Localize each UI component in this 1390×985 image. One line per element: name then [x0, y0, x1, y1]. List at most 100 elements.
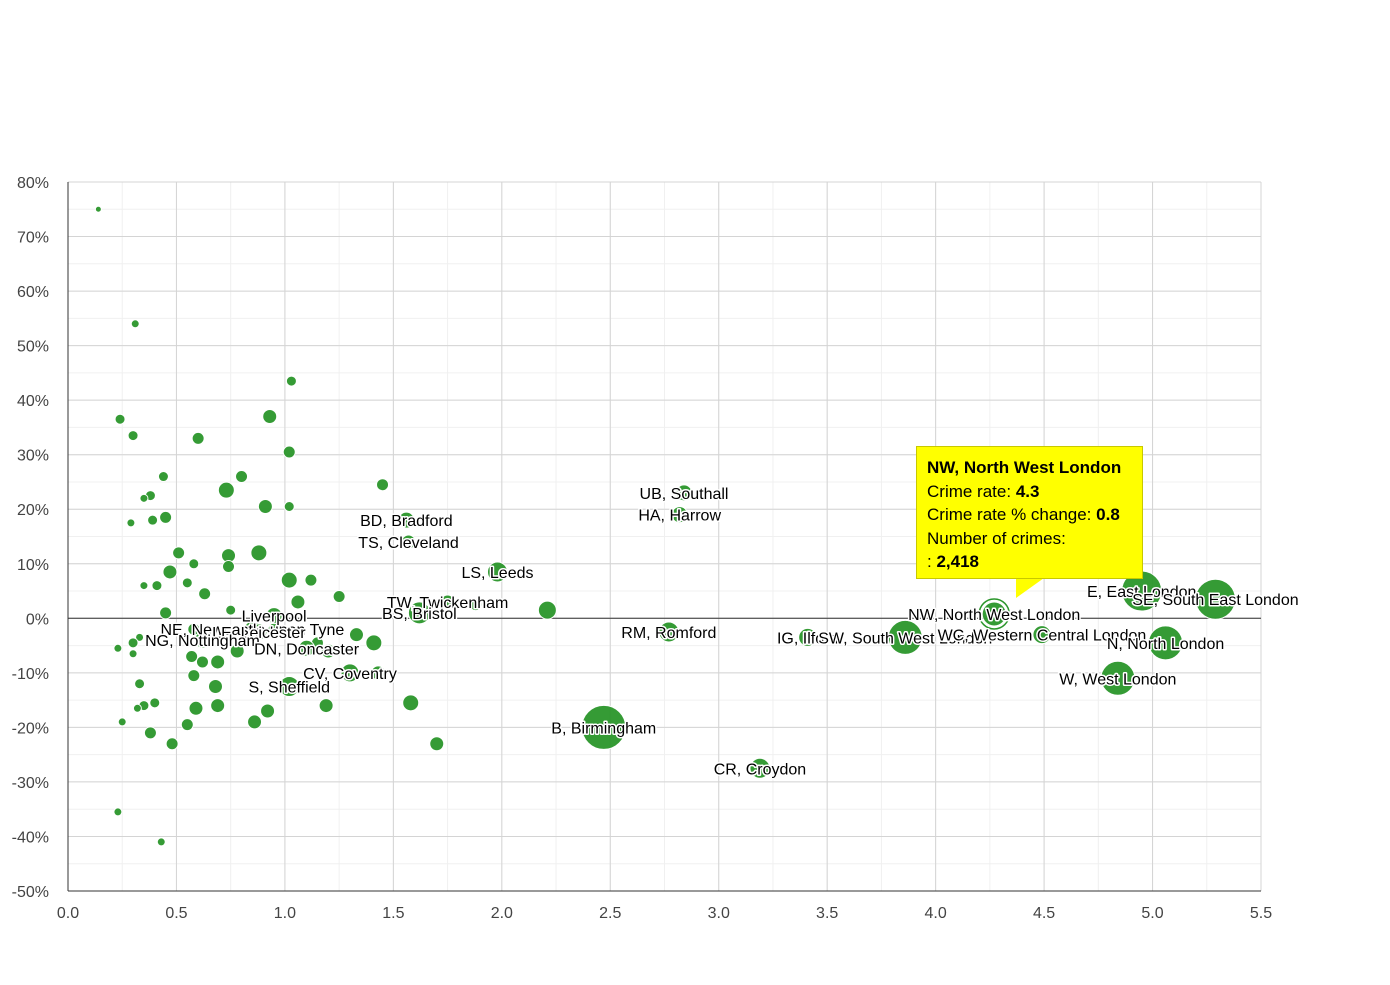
bubble[interactable] [159, 606, 173, 620]
bubble[interactable] [159, 510, 173, 524]
bubble[interactable] [114, 413, 126, 425]
bubble[interactable] [156, 837, 166, 847]
bubble[interactable] [290, 594, 306, 610]
bubble-labeled[interactable] [981, 601, 1007, 627]
bubble[interactable] [376, 478, 390, 492]
point-label: W, West London [1059, 671, 1176, 688]
bubble[interactable] [365, 634, 383, 652]
bubble-labeled[interactable] [265, 607, 283, 625]
x-tick-label: 0.5 [165, 905, 187, 922]
bubble[interactable] [134, 678, 146, 690]
bubble-labeled[interactable] [250, 623, 268, 641]
bubble[interactable] [318, 698, 334, 714]
tooltip: NW, North West London Crime rate: 4.3 Cr… [916, 446, 1143, 579]
bubble[interactable] [128, 649, 138, 659]
bubble[interactable] [282, 445, 296, 459]
bubble-labeled[interactable] [486, 561, 508, 583]
bubble[interactable] [280, 571, 298, 589]
bubble-labeled[interactable] [397, 511, 415, 529]
bubble[interactable] [127, 637, 139, 649]
bubble[interactable] [181, 577, 193, 589]
bubble[interactable] [149, 697, 161, 709]
bubble[interactable] [191, 431, 205, 445]
bubble[interactable] [370, 665, 386, 681]
bubble-labeled[interactable] [581, 704, 627, 750]
bubble[interactable] [126, 518, 136, 528]
bubble-labeled[interactable] [340, 663, 360, 683]
bubble[interactable] [332, 589, 346, 603]
point-label: SW, South West London [818, 630, 992, 647]
bubble-labeled[interactable] [798, 627, 818, 647]
bubble[interactable] [127, 430, 139, 442]
bubble[interactable] [429, 736, 445, 752]
bubble-labeled[interactable] [1194, 578, 1236, 620]
bubble[interactable] [320, 643, 336, 659]
bubble[interactable] [117, 717, 127, 727]
bubble[interactable] [210, 654, 226, 670]
bubble-labeled[interactable] [401, 534, 417, 550]
bubble[interactable] [195, 655, 209, 669]
x-tick-label: 4.5 [1033, 905, 1055, 922]
bubble[interactable] [135, 632, 145, 642]
bubble[interactable] [165, 737, 179, 751]
bubble[interactable] [250, 544, 268, 562]
bubble[interactable] [147, 514, 159, 526]
bubble-labeled[interactable] [1148, 625, 1184, 661]
bubble-labeled[interactable] [658, 621, 680, 643]
bubble[interactable] [139, 493, 149, 503]
bubble[interactable] [151, 580, 163, 592]
bubble-labeled[interactable] [298, 639, 316, 657]
bubble-labeled[interactable] [887, 619, 923, 655]
bubble[interactable] [304, 573, 318, 587]
bubble[interactable] [260, 703, 276, 719]
bubble[interactable] [185, 649, 199, 663]
bubble[interactable] [130, 319, 140, 329]
bubble[interactable] [537, 600, 557, 620]
bubble-labeled[interactable] [749, 757, 771, 779]
bubble[interactable] [132, 703, 142, 713]
bubble[interactable] [225, 604, 237, 616]
bubble[interactable] [188, 558, 200, 570]
bubble[interactable] [229, 643, 245, 659]
bubble[interactable] [262, 409, 278, 425]
bubble[interactable] [113, 807, 123, 817]
bubble[interactable] [157, 471, 169, 483]
bubble-labeled[interactable] [1100, 660, 1136, 696]
bubble[interactable] [257, 499, 273, 515]
bubble[interactable] [143, 726, 157, 740]
point-label: RM, Romford [621, 625, 716, 642]
point-label: LE, Leicester [212, 625, 306, 642]
bubble[interactable] [217, 481, 235, 499]
bubble-labeled[interactable] [1032, 625, 1052, 645]
bubble-labeled[interactable] [407, 601, 431, 625]
bubble[interactable] [469, 598, 483, 612]
bubble[interactable] [162, 564, 178, 580]
bubble[interactable] [402, 694, 420, 712]
bubble[interactable] [188, 700, 204, 716]
bubble[interactable] [348, 627, 364, 643]
bubble-labeled[interactable] [193, 631, 211, 649]
bubble[interactable] [113, 643, 123, 653]
bubble-labeled[interactable] [675, 484, 693, 502]
bubble[interactable] [235, 470, 249, 484]
bubble[interactable] [283, 501, 295, 513]
tooltip-count-value: 2,418 [936, 552, 980, 571]
bubble[interactable] [187, 669, 201, 683]
bubble[interactable] [210, 698, 226, 714]
bubble[interactable] [94, 205, 102, 213]
y-tick-label: -30% [12, 775, 49, 792]
bubble[interactable] [187, 622, 201, 636]
bubble[interactable] [222, 559, 236, 573]
bubble[interactable] [207, 678, 223, 694]
bubble[interactable] [247, 714, 263, 730]
bubble[interactable] [180, 718, 194, 732]
bubble[interactable] [139, 581, 149, 591]
bubble-labeled[interactable] [671, 506, 689, 524]
bubble[interactable] [172, 546, 186, 560]
y-tick-label: 70% [17, 230, 49, 247]
point-label: WC, Western Central London [938, 628, 1147, 645]
bubble-labeled[interactable] [278, 675, 300, 697]
bubble[interactable] [198, 587, 212, 601]
bubble-labeled[interactable] [440, 594, 456, 610]
bubble[interactable] [285, 375, 297, 387]
